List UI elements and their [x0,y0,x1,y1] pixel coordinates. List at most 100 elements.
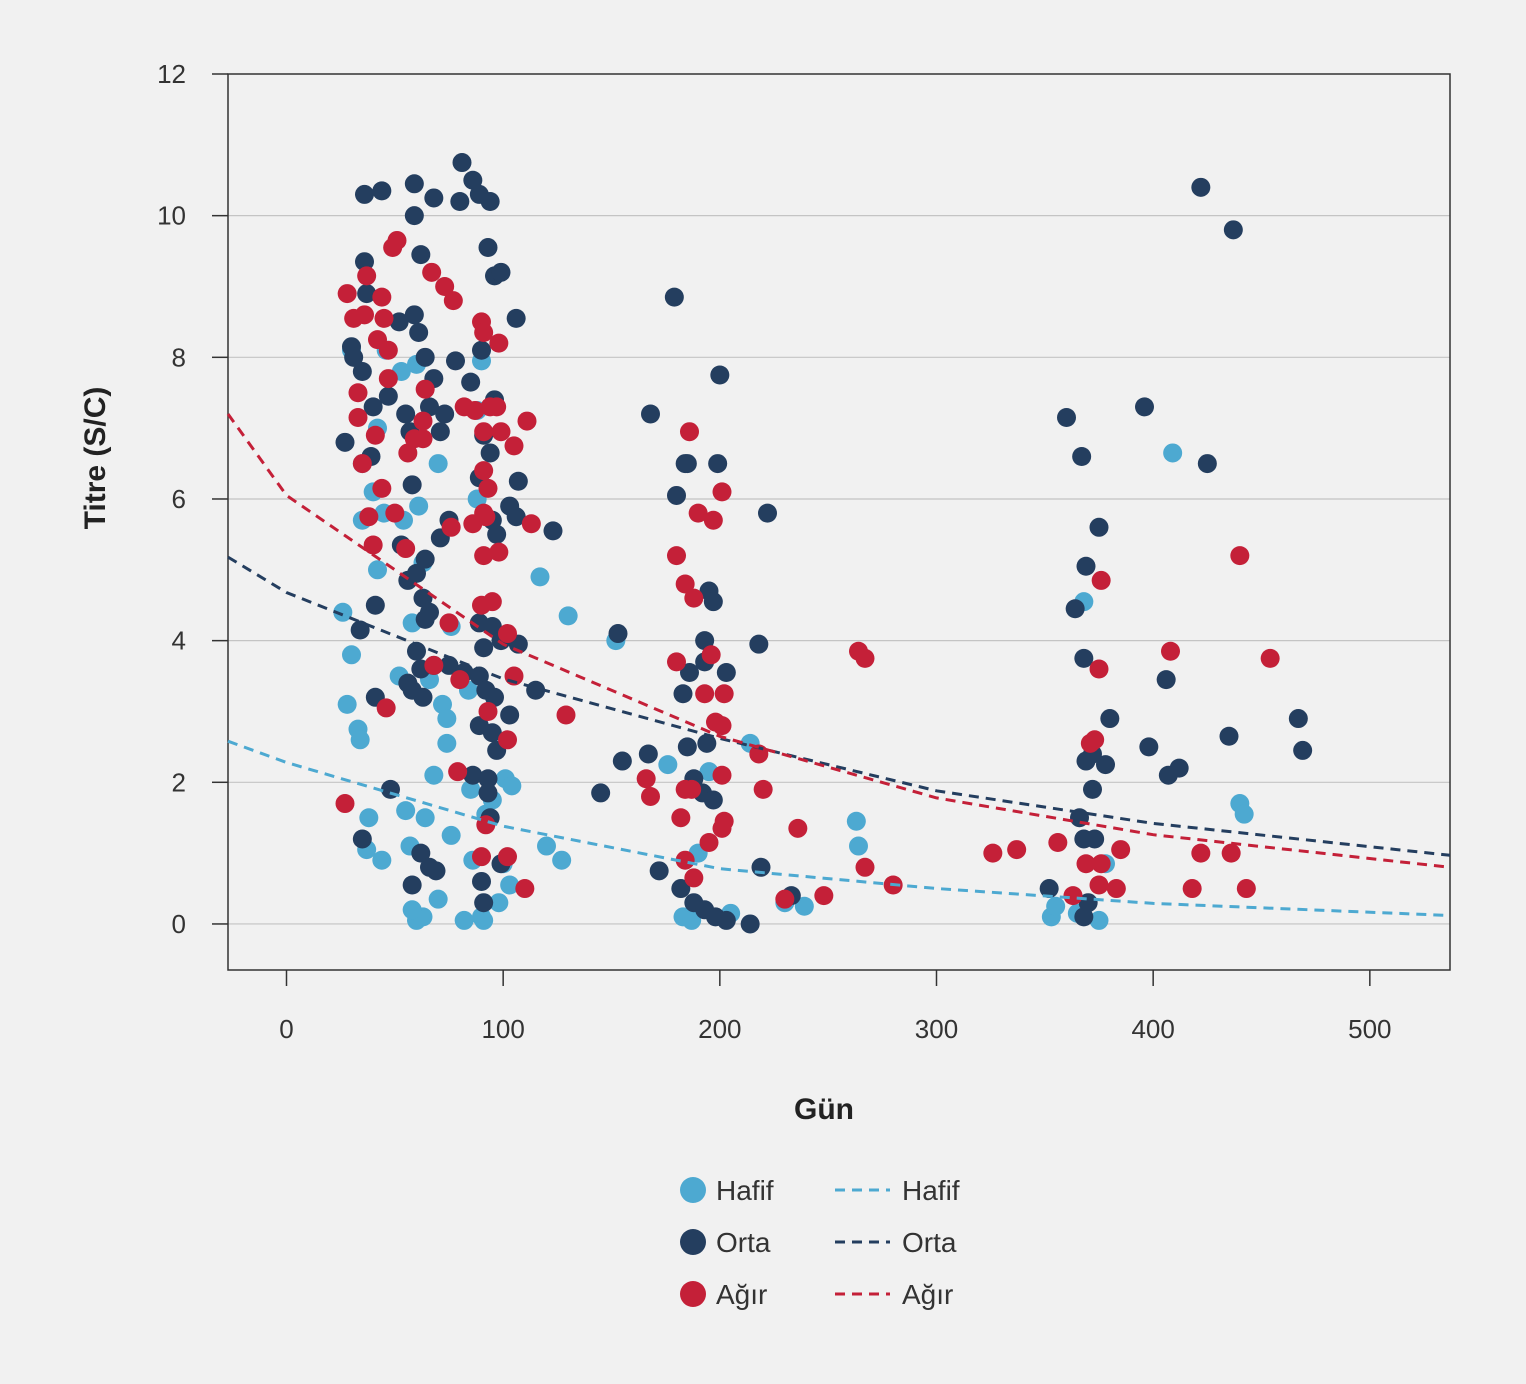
point-agir-58 [448,762,468,782]
trend-line-agir [226,413,1451,869]
point-agir-77 [712,716,732,736]
point-agir-47 [489,542,509,562]
point-orta-21 [344,347,364,367]
point-orta-110 [673,684,693,704]
point-orta-73 [485,687,504,707]
point-hafif-16 [424,765,444,785]
point-agir-64 [515,879,535,899]
legend-point-agir [680,1281,706,1307]
point-agir-80 [641,786,660,806]
point-hafif-59 [1234,804,1254,824]
point-orta-155 [1293,740,1313,760]
point-orta-141 [1085,829,1105,849]
point-hafif-13 [402,900,422,920]
x-tick-label-200: 200 [698,1014,741,1044]
point-agir-98 [983,843,1003,863]
point-hafif-38 [558,606,578,626]
point-agir-116 [1236,879,1256,899]
point-orta-92 [474,893,494,913]
point-agir-68 [688,503,708,523]
point-agir-66 [675,574,695,594]
point-agir-38 [359,507,379,527]
point-agir-100 [1048,833,1068,853]
point-hafif-34 [500,875,520,895]
point-orta-41 [508,471,528,491]
point-hafif-36 [537,836,556,856]
point-agir-24 [487,397,507,417]
point-agir-84 [753,779,773,799]
point-agir-110 [1111,840,1131,860]
point-orta-76 [413,687,433,707]
point-hafif-7 [359,808,379,828]
point-orta-69 [439,655,459,675]
y-axis-title: Titre (S/C) [79,387,112,530]
point-agir-43 [521,514,541,534]
legend-line-label-agir: Ağır [902,1279,953,1310]
point-orta-18 [404,305,424,325]
y-tick-label-4: 4 [172,626,186,656]
point-agir-104 [1076,854,1096,874]
point-orta-97 [667,485,686,505]
point-hafif-0 [333,602,353,622]
point-agir-115 [1230,546,1250,566]
point-orta-111 [612,751,632,771]
y-tick-label-2: 2 [172,767,186,797]
point-orta-95 [641,404,660,424]
legend-point-label-orta: Orta [716,1227,771,1258]
point-orta-63 [474,638,494,658]
point-agir-32 [352,454,372,474]
point-orta-52 [407,563,426,583]
point-hafif-9 [396,801,416,821]
point-orta-129 [1065,599,1085,619]
point-orta-22 [352,361,372,381]
point-agir-40 [441,517,461,537]
point-orta-9 [480,191,500,211]
point-agir-36 [372,478,392,498]
point-agir-117 [1260,648,1280,668]
point-orta-119 [649,861,669,881]
point-agir-106 [1091,570,1111,590]
point-agir-46 [474,546,494,566]
point-agir-19 [348,408,368,428]
point-agir-39 [385,503,405,523]
point-hafif-67 [428,454,448,474]
point-orta-142 [1039,879,1059,899]
point-orta-136 [1096,755,1115,775]
point-orta-56 [365,595,385,615]
point-orta-37 [430,422,450,442]
legend-line-label-hafif: Hafif [902,1175,960,1206]
point-orta-30 [378,386,398,406]
point-orta-101 [710,365,730,385]
point-agir-86 [699,833,719,853]
point-orta-154 [1288,709,1308,729]
point-orta-106 [680,663,699,683]
point-orta-0 [355,184,374,204]
point-agir-31 [504,436,524,456]
point-orta-150 [1191,177,1211,197]
point-hafif-20 [441,825,461,845]
point-agir-61 [476,815,496,835]
point-hafif-40 [658,755,678,775]
point-orta-14 [355,252,374,272]
x-tick-label-300: 300 [915,1014,958,1044]
point-agir-78 [749,744,769,764]
legend-line-label-orta: Orta [902,1227,957,1258]
legend: Hafif Orta Ağır Hafif Orta Ağır [680,1175,960,1310]
point-orta-86 [352,829,372,849]
point-agir-0 [337,284,357,304]
point-orta-151 [1197,454,1217,474]
point-agir-71 [712,482,732,502]
point-orta-23 [415,347,435,367]
point-hafif-1 [337,694,357,714]
point-agir-95 [855,648,875,668]
point-agir-90 [684,868,704,888]
point-agir-13 [489,333,509,353]
point-orta-6 [452,153,472,173]
series-hafif [333,340,1254,930]
point-agir-89 [675,850,695,870]
point-agir-52 [424,655,444,675]
x-tick-label-100: 100 [481,1014,524,1044]
point-orta-29 [363,397,383,417]
point-agir-92 [788,818,808,838]
legend-point-label-agir: Ağır [716,1279,767,1310]
